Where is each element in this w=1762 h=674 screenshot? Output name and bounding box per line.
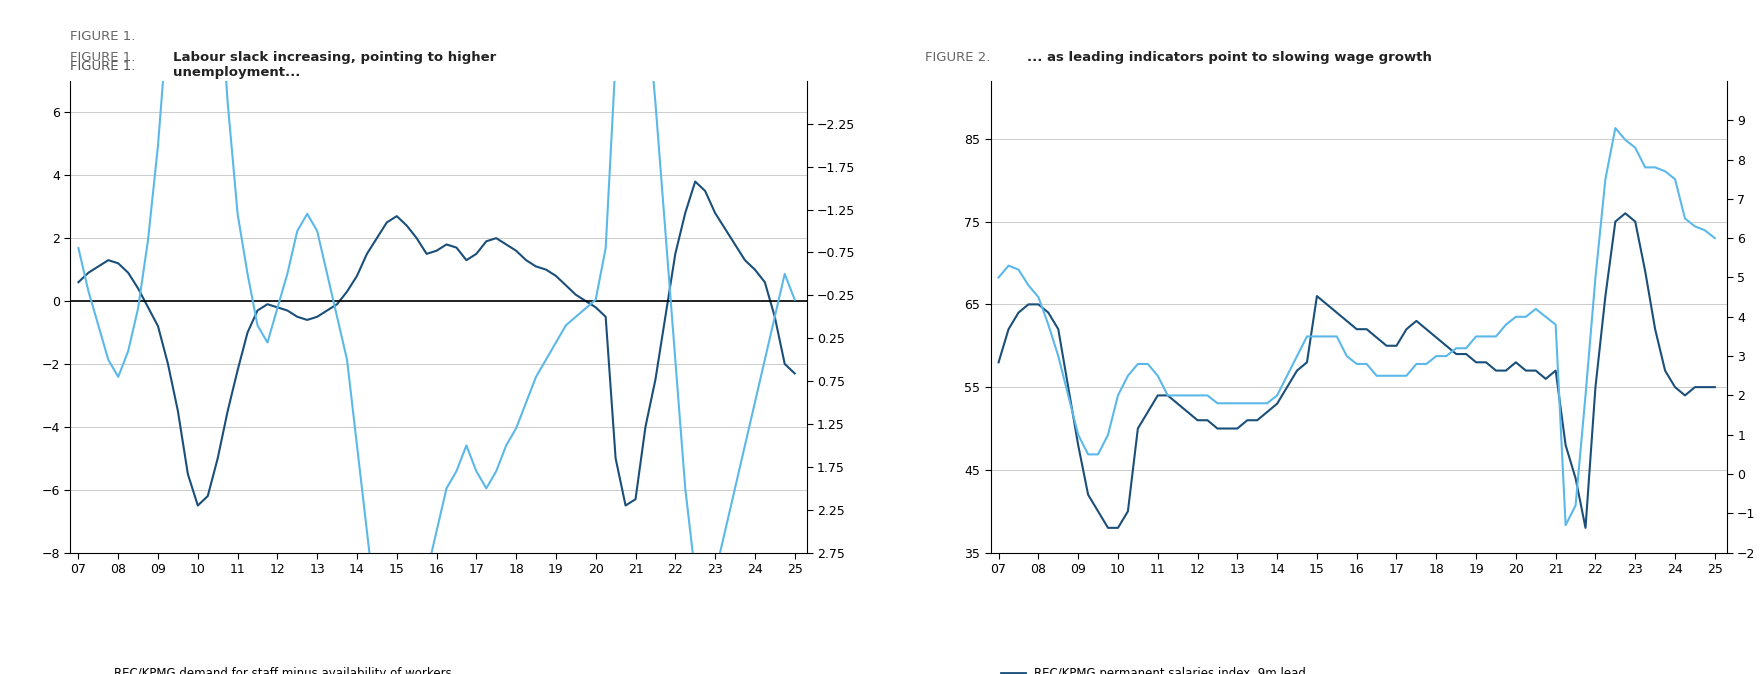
Text: FIGURE 1.: FIGURE 1. (70, 60, 141, 73)
Legend: REC/KPMG permanent salaries index, 9m lead, Regular private sector AWE %3m/y, rh: REC/KPMG permanent salaries index, 9m le… (997, 663, 1311, 674)
Legend: REC/KPMG demand for staff minus availability of workers
(standardised), 6m lead,: REC/KPMG demand for staff minus availabi… (76, 663, 456, 674)
Text: ... as leading indicators point to slowing wage growth: ... as leading indicators point to slowi… (1027, 51, 1433, 63)
Text: FIGURE 1.: FIGURE 1. (70, 51, 141, 63)
Text: FIGURE 1.: FIGURE 1. (70, 30, 141, 43)
Text: Labour slack increasing, pointing to higher
unemployment...: Labour slack increasing, pointing to hig… (173, 51, 495, 79)
Text: FIGURE 2.: FIGURE 2. (925, 51, 996, 63)
